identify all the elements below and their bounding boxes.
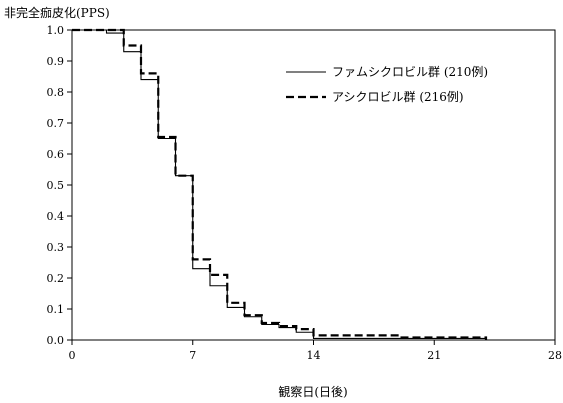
x-tick-label: 28 [548,349,562,362]
y-tick-label: 0.8 [47,86,65,99]
x-tick-label: 0 [69,349,76,362]
x-axis-title: 観察日(日後) [278,385,347,399]
y-tick-label: 0.2 [47,272,65,285]
y-tick-label: 0.9 [47,55,65,68]
plot-area: 0.0 0.1 0.2 0.3 0.4 0.5 0.6 0.7 0.8 0.9 1.0 0 7 14 21 2… [47,24,563,362]
y-tick-label: 1.0 [47,24,65,37]
y-tick-label: 0.6 [47,148,65,161]
x-tick-label: 21 [427,349,441,362]
y-tick-label: 0.3 [47,241,65,254]
x-tick-label: 14 [307,349,321,362]
y-tick-label: 0.7 [47,117,65,130]
y-tick-label: 0.4 [47,210,65,223]
series-line-1 [72,29,486,339]
x-tick-label: 7 [189,349,196,362]
legend-label-2: アシクロビル群 (216例) [332,90,464,104]
series-line-2 [72,28,488,340]
legend-label-1: ファムシクロビル群 (210例) [332,65,488,79]
legend: ファムシクロビル群 (210例) アシクロビル群 (216例) [286,65,488,104]
y-tick-label: 0.1 [47,303,65,316]
y-tick-label: 0.5 [47,179,65,192]
y-axis-title: 非完全痂皮化(PPS) [4,5,110,20]
y-tick-label: 0.0 [47,334,65,347]
